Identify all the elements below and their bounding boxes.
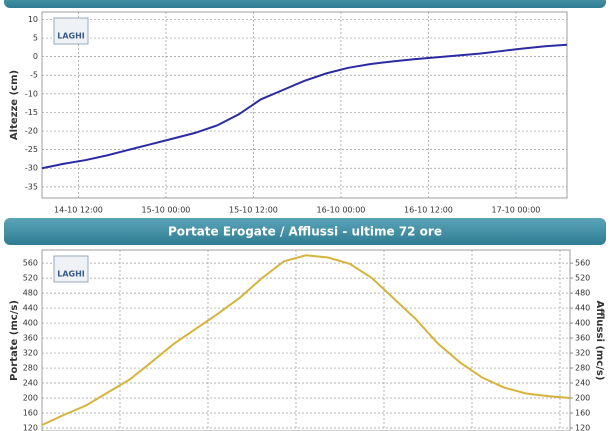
y-tick-label: -5 bbox=[30, 71, 38, 80]
y-tick-label: -35 bbox=[25, 182, 38, 191]
plot-area bbox=[41, 249, 571, 431]
y2-tick-label: 280 bbox=[575, 364, 590, 373]
y2-axis-label: Afflussi (mc/s) bbox=[594, 301, 605, 381]
x-tick-label: 16-10 00:00 bbox=[317, 206, 366, 215]
plot-area bbox=[41, 11, 568, 199]
y-axis-label: Altezze (cm) bbox=[9, 70, 20, 140]
x-tick-label: 17-10 00:00 bbox=[492, 206, 541, 215]
header-bar bbox=[4, 0, 606, 8]
y-tick-label: -20 bbox=[25, 127, 38, 136]
y2-tick-label: 120 bbox=[575, 424, 590, 431]
y-tick-label: 200 bbox=[23, 394, 38, 403]
chart-title: Portate Erogate / Afflussi - ultime 72 o… bbox=[168, 225, 442, 239]
y-tick-label: -15 bbox=[25, 108, 38, 117]
y2-tick-label: 360 bbox=[575, 334, 590, 343]
y-tick-label: -30 bbox=[25, 164, 38, 173]
y2-tick-label: 560 bbox=[575, 259, 590, 268]
y2-tick-label: 520 bbox=[575, 274, 590, 283]
logo-box bbox=[53, 255, 89, 283]
y-axis-label: Portate (mc/s) bbox=[9, 300, 20, 381]
logo: LAGHI bbox=[57, 270, 85, 279]
x-tick-label: 16-10 12:00 bbox=[404, 206, 453, 215]
y2-tick-label: 400 bbox=[575, 319, 590, 328]
y2-tick-label: 480 bbox=[575, 289, 590, 298]
y2-tick-label: 320 bbox=[575, 349, 590, 358]
x-tick-label: 15-10 00:00 bbox=[142, 206, 191, 215]
x-tick-label: 14-10 12:00 bbox=[54, 206, 103, 215]
y-tick-label: 520 bbox=[23, 274, 38, 283]
y2-tick-label: 440 bbox=[575, 304, 590, 313]
y-tick-label: 320 bbox=[23, 349, 38, 358]
y-tick-label: 10 bbox=[28, 15, 38, 24]
header-bar bbox=[4, 218, 606, 245]
x-tick-label: 15-10 12:00 bbox=[229, 206, 278, 215]
logo: LAGHI bbox=[57, 32, 85, 41]
y-tick-label: 480 bbox=[23, 289, 38, 298]
y-tick-label: 280 bbox=[23, 364, 38, 373]
y-tick-label: 5 bbox=[33, 34, 38, 43]
y2-tick-label: 240 bbox=[575, 379, 590, 388]
y-tick-label: 400 bbox=[23, 319, 38, 328]
logo-box bbox=[53, 17, 89, 45]
y-tick-label: 160 bbox=[23, 409, 38, 418]
y-tick-label: -10 bbox=[25, 89, 38, 98]
y-tick-label: 120 bbox=[23, 424, 38, 431]
y-tick-label: 240 bbox=[23, 379, 38, 388]
y2-tick-label: 200 bbox=[575, 394, 590, 403]
data-line bbox=[41, 254, 571, 426]
y-tick-label: 440 bbox=[23, 304, 38, 313]
y-tick-label: 360 bbox=[23, 334, 38, 343]
y-tick-label: 0 bbox=[33, 52, 38, 61]
y2-tick-label: 160 bbox=[575, 409, 590, 418]
data-line bbox=[41, 43, 568, 170]
y-tick-label: 560 bbox=[23, 259, 38, 268]
y-tick-label: -25 bbox=[25, 145, 38, 154]
